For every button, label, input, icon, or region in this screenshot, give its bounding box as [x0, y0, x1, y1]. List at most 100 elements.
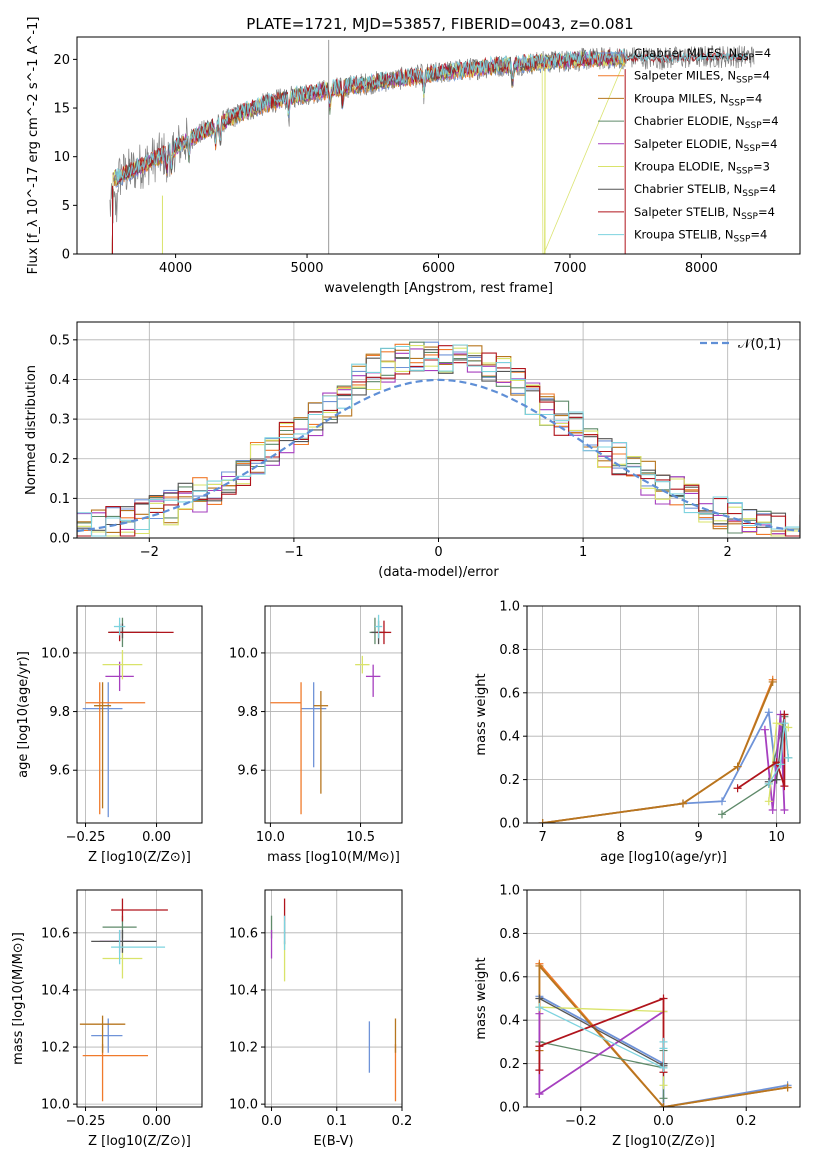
series-marker-chabrier-elodie [718, 810, 726, 819]
legend-label-salpeter-elodie: Salpeter ELODIE, NSSP=4 [634, 137, 777, 154]
series-line-salpeter-stelib [737, 714, 786, 790]
y-tick-label: 9.6 [237, 764, 258, 779]
series-marker-salpeter-elodie [535, 1089, 544, 1098]
x-tick-label: 0.00 [142, 1114, 171, 1129]
y-tick-label: 10.2 [229, 1041, 258, 1056]
y-tick-label: 9.8 [49, 705, 70, 720]
x-tick-label: 5000 [290, 261, 323, 276]
legend-label-kroupa-stelib: Kroupa STELIB, NSSP=4 [634, 228, 767, 245]
x-tick-label: −2 [140, 545, 159, 560]
normal-curve [77, 378, 800, 533]
x-tick-label: 4000 [159, 261, 192, 276]
x-axis-label: E(B-V) [313, 1134, 353, 1149]
x-tick-label: 9 [694, 830, 702, 845]
axes-frame [76, 889, 203, 1108]
legend-label-kroupa-elodie: Kroupa ELODIE, NSSP=3 [634, 160, 770, 177]
x-tick-label: −0.25 [66, 1114, 106, 1129]
series-marker-kroupa-stelib [780, 719, 789, 728]
x-tick-label: 0.1 [326, 1114, 347, 1129]
y-tick-label: 10.0 [41, 646, 70, 661]
y-axis-label: mass [log10(M/M⊙)] [11, 932, 26, 1065]
y-tick-label: 0.2 [49, 452, 70, 467]
plot-area [82, 617, 174, 818]
x-tick-label: 0.00 [142, 830, 171, 845]
plot-area [535, 959, 792, 1107]
legend-subscript: SSP [742, 189, 759, 199]
y-tick-label: 5 [62, 199, 70, 214]
y-tick-label: 0.2 [499, 1057, 520, 1072]
y-axis-label: Normed distribution [24, 365, 39, 495]
plot-area [270, 898, 397, 1102]
model-line-kroupa-stelib [115, 48, 748, 184]
y-tick-label: 10.0 [41, 1098, 70, 1113]
x-tick-label: 10 [768, 830, 785, 845]
x-tick-label: 8000 [685, 261, 718, 276]
x-tick-label: 7 [538, 830, 546, 845]
y-tick-label: 15 [53, 102, 70, 117]
y-tick-label: 0.4 [499, 1014, 520, 1029]
legend-subscript: SSP [745, 121, 762, 131]
y-axis-label: age [log10(age/yr)] [16, 651, 31, 778]
legend-subscript: SSP [734, 235, 751, 245]
x-tick-label: −0.2 [565, 1114, 597, 1129]
y-tick-label: 10.0 [229, 1098, 258, 1113]
series-marker-kroupa-miles [768, 677, 777, 686]
y-tick-label: 0 [62, 248, 70, 263]
x-axis-label: age [log10(age/yr)] [600, 850, 727, 865]
series-marker-kroupa-stelib [776, 760, 785, 769]
series-marker-kroupa-miles [733, 762, 742, 771]
legend-subscript: SSP [744, 144, 761, 154]
y-tick-label: 0.1 [49, 492, 70, 507]
legend-count: =4 [754, 46, 771, 60]
plot-area [270, 614, 392, 815]
y-axis-label: Flux [f_λ 10^-17 erg cm^-2 s^-1 A^-1] [26, 17, 41, 275]
legend-label-normal: 𝒩(0,1) [738, 337, 781, 352]
y-tick-label: 10.4 [41, 983, 70, 998]
age-vs-metallicity-panel: −0.25 0.00 9.6 9.8 10.0 Z [log10(Z/Z⊙)] age [l… [16, 605, 203, 865]
legend-subscript: SSP [736, 76, 753, 86]
legend-subscript: SSP [736, 167, 753, 177]
x-tick-label: 0.0 [261, 1114, 282, 1129]
series-marker-kroupa-stelib [659, 1063, 668, 1072]
x-tick-label: 6000 [422, 261, 455, 276]
legend-count: =4 [759, 182, 776, 196]
series-marker-salpeter-elodie [780, 805, 789, 814]
legend-label-chabrier-miles: Chabrier MILES, NSSP=4 [634, 46, 771, 63]
series-marker-chabrier-stelib [772, 775, 781, 784]
y-tick-label: 0.0 [499, 1101, 520, 1116]
legend-subscript: SSP [741, 212, 758, 222]
y-tick-label: 0.6 [499, 970, 520, 985]
axes-frame [264, 889, 403, 1108]
y-tick-label: 10.4 [229, 983, 258, 998]
legend-label-chabrier-elodie: Chabrier ELODIE, NSSP=4 [634, 114, 779, 131]
spectrum-panel: 4000 5000 6000 7000 8000 0 5 10 15 20 wavelength [… [26, 17, 801, 296]
series-marker-chabrier-stelib [535, 994, 544, 1003]
plot-area [77, 341, 800, 537]
legend-count: =4 [753, 69, 770, 83]
age-vs-mass-panel: 10.0 10.5 9.6 9.8 10.0 mass [log10(M/M⊙)] [229, 605, 403, 865]
series-line-chabrier-elodie [539, 1041, 665, 1099]
series-line-kroupa-stelib [768, 723, 789, 785]
axes-frame [526, 605, 801, 824]
y-tick-label: 10.6 [41, 926, 70, 941]
plot-area [79, 898, 168, 1102]
legend-count: =4 [762, 114, 779, 128]
series-marker-kroupa-stelib [784, 753, 793, 762]
series-marker-salpeter-stelib [535, 1042, 544, 1051]
series-marker-chabrier-miles [718, 797, 726, 806]
y-tick-label: 20 [53, 53, 70, 68]
y-tick-label: 0.2 [499, 773, 520, 788]
figure-title: PLATE=1721, MJD=53857, FIBERID=0043, z=0… [246, 15, 633, 33]
series-marker-kroupa-miles [679, 799, 687, 808]
x-axis-label: Z [log10(Z/Z⊙)] [88, 850, 191, 865]
y-tick-label: 10.2 [41, 1041, 70, 1056]
series-marker-salpeter-stelib [780, 782, 789, 791]
legend-label-chabrier-stelib: Chabrier STELIB, NSSP=4 [634, 182, 776, 199]
series-marker-kroupa-miles [535, 961, 544, 970]
x-axis-label: wavelength [Angstrom, rest frame] [324, 281, 553, 296]
axes-frame [76, 605, 203, 824]
x-tick-label: 0.0 [653, 1114, 674, 1129]
y-tick-label: 0.3 [49, 413, 70, 428]
x-tick-label: 0.2 [392, 1114, 413, 1129]
